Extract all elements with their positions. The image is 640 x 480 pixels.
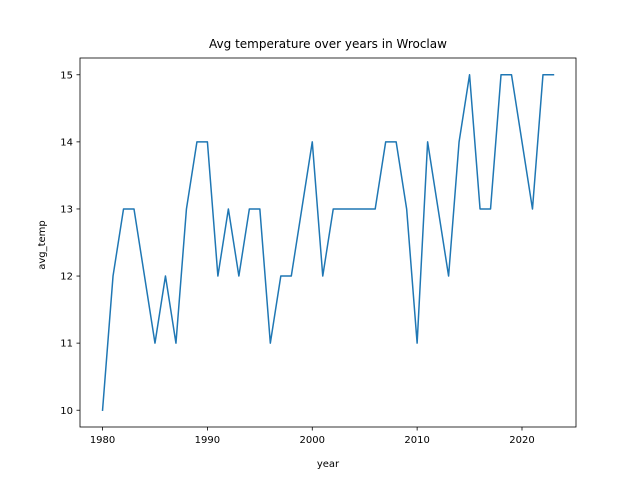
y-tick-label: 12 — [60, 272, 73, 283]
y-tick-label: 15 — [60, 70, 73, 81]
x-tick-label: 2000 — [300, 435, 325, 446]
x-tick-label: 2010 — [404, 435, 429, 446]
x-axis-label: year — [317, 459, 340, 470]
chart-title: Avg temperature over years in Wroclaw — [209, 37, 447, 51]
x-tick-label: 1990 — [195, 435, 220, 446]
y-tick-label: 10 — [60, 406, 73, 417]
x-tick-label: 2020 — [509, 435, 534, 446]
x-tick-label: 1980 — [90, 435, 115, 446]
y-tick-label: 11 — [60, 339, 73, 350]
x-axis: 1980 1990 2000 2010 2020 — [90, 427, 535, 446]
series-layer — [101, 74, 555, 412]
plot-area — [79, 57, 577, 428]
y-axis-label: avg_temp — [37, 220, 48, 270]
y-tick-label: 13 — [60, 205, 73, 216]
y-tick-label: 14 — [60, 137, 73, 148]
y-axis: 10 11 12 13 14 15 — [60, 70, 80, 417]
series-line — [101, 74, 555, 412]
plot-border — [79, 57, 577, 428]
